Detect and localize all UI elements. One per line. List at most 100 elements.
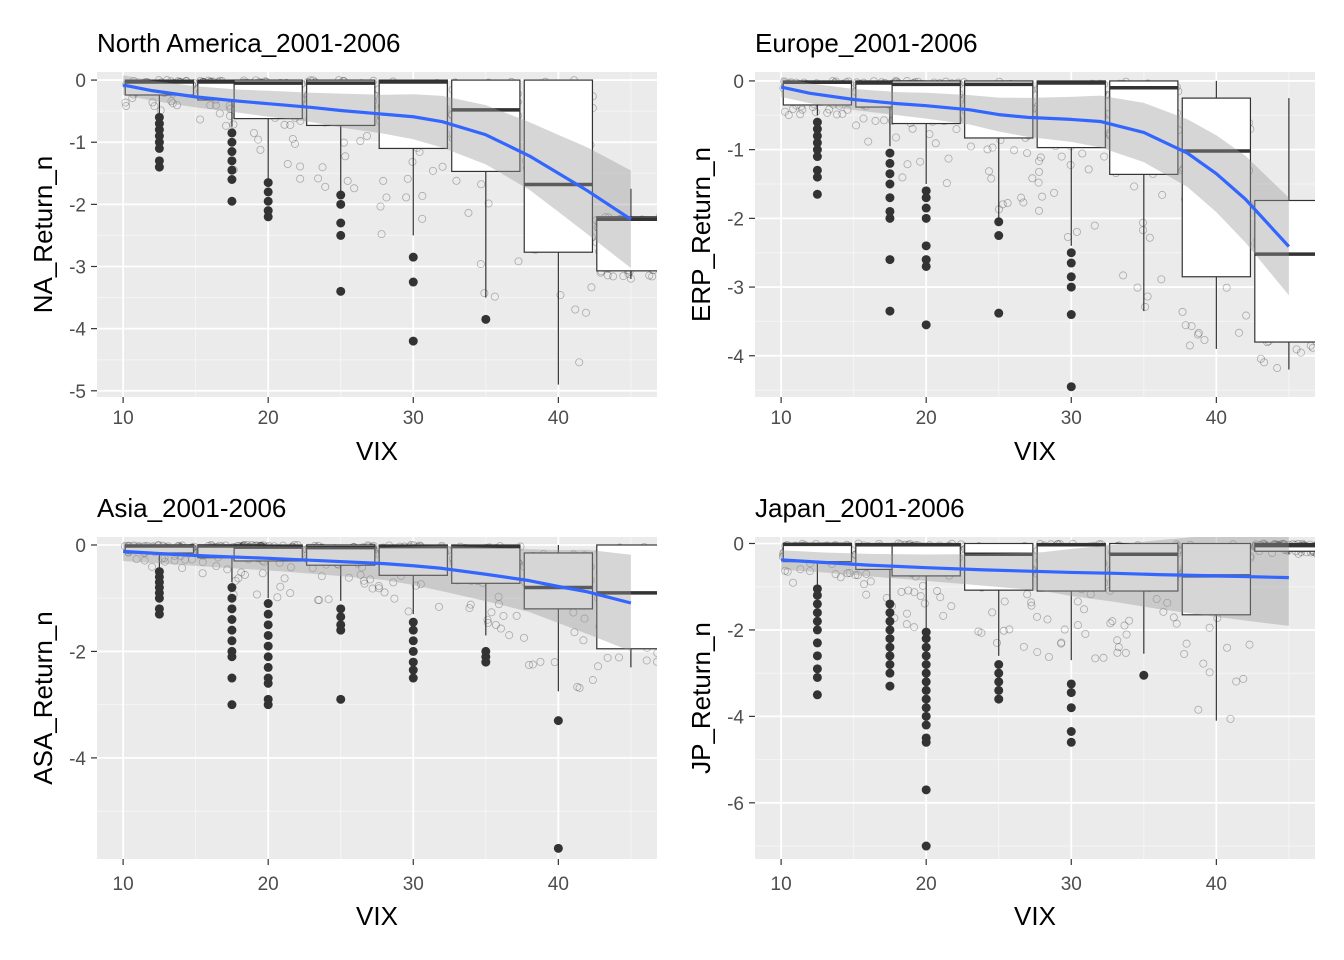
scatter-point <box>1138 218 1147 227</box>
scatter-point <box>1226 714 1235 723</box>
y-tick-label: -4 <box>727 707 744 728</box>
scatter-point <box>1139 226 1148 235</box>
scatter-point <box>838 109 847 118</box>
box <box>1036 542 1106 592</box>
scatter-point <box>1180 649 1189 658</box>
scatter-point <box>1027 601 1036 610</box>
outlier-point <box>812 124 822 134</box>
panel-3: 10 20 30 40 0 -2 -4 Asia_2001-2006 VIX ASA_Return… <box>28 493 669 931</box>
outlier-point <box>812 138 822 148</box>
outlier-point <box>227 128 237 138</box>
scatter-point <box>1256 354 1265 363</box>
scatter-point <box>1318 274 1325 281</box>
scatter-point <box>658 597 665 604</box>
outlier-point <box>408 252 418 262</box>
outlier-point <box>408 277 418 287</box>
outlier-point <box>921 186 931 196</box>
boxplot-1 <box>782 80 853 199</box>
scatter-point <box>999 626 1008 635</box>
y-tick-label: 0 <box>75 71 86 92</box>
scatter-point <box>1145 233 1154 242</box>
scatter-point <box>933 587 942 596</box>
scatter-point <box>1028 174 1037 183</box>
outlier-point <box>885 642 895 652</box>
scatter-point <box>505 631 514 640</box>
box <box>378 544 448 576</box>
scatter-point <box>851 571 860 580</box>
outlier-point <box>885 634 895 644</box>
scatter-point <box>280 574 289 583</box>
scatter-point <box>465 604 474 613</box>
scatter-point <box>1033 648 1042 657</box>
scatter-point <box>1108 617 1117 626</box>
outlier-point <box>994 685 1004 695</box>
scatter-point <box>1200 335 1209 344</box>
scatter-point <box>318 163 327 172</box>
outlier-point <box>263 630 273 640</box>
box <box>233 79 303 120</box>
box <box>306 79 376 127</box>
x-tick-label: 40 <box>1206 408 1227 429</box>
scatter-point <box>661 273 668 280</box>
outlier-point <box>1139 670 1149 680</box>
outlier-point <box>1066 737 1076 747</box>
y-tick-label: -2 <box>69 642 86 663</box>
outlier-point <box>263 187 273 197</box>
y-axis-title: ERP_Return_n <box>686 147 716 322</box>
outlier-point <box>1066 248 1076 258</box>
scatter-point <box>280 120 289 129</box>
outlier-point <box>336 190 346 200</box>
outlier-point <box>812 616 822 626</box>
scatter-point <box>1185 341 1194 350</box>
scatter-point <box>536 657 545 666</box>
scatter-point <box>196 115 205 124</box>
scatter-point <box>662 566 669 573</box>
scatter-point <box>356 570 365 579</box>
outlier-point <box>1066 726 1076 736</box>
x-tick-label: 40 <box>548 874 569 895</box>
scatter-point <box>642 656 651 665</box>
outlier-point <box>812 651 822 661</box>
scatter-point <box>496 624 505 633</box>
x-tick-label: 10 <box>771 408 792 429</box>
scatter-point <box>273 593 282 602</box>
outlier-point <box>812 584 822 594</box>
outlier-point <box>994 668 1004 678</box>
plot-area <box>779 77 1325 392</box>
scatter-point <box>619 272 628 281</box>
outlier-point <box>263 609 273 619</box>
outlier-point <box>227 137 237 147</box>
scatter-point <box>1273 364 1282 373</box>
scatter-point <box>1158 190 1167 199</box>
scatter-point <box>452 176 461 185</box>
boxplot-1 <box>124 544 195 619</box>
x-tick-label: 20 <box>916 408 937 429</box>
outlier-point <box>921 785 931 795</box>
scatter-point <box>237 568 246 577</box>
x-tick-label: 10 <box>771 874 792 895</box>
box <box>1036 80 1106 149</box>
outlier-point <box>263 700 273 710</box>
outlier-point <box>263 212 273 222</box>
scatter-point <box>356 137 365 146</box>
scatter-point <box>811 108 820 117</box>
scatter-point <box>984 167 993 176</box>
scatter-point <box>1292 345 1301 354</box>
scatter-point <box>464 208 473 217</box>
y-tick-label: -4 <box>69 749 86 770</box>
outlier-point <box>1066 679 1076 689</box>
scatter-point <box>1223 643 1232 652</box>
scatter-point <box>276 582 285 591</box>
outlier-point <box>921 660 931 670</box>
outlier-point <box>885 148 895 158</box>
scatter-point <box>1084 165 1093 174</box>
scatter-point <box>662 663 669 670</box>
outlier-point <box>227 593 237 603</box>
scatter-point <box>416 580 425 589</box>
scatter-point <box>1036 153 1045 162</box>
scatter-point <box>656 577 657 581</box>
box <box>124 79 195 96</box>
scatter-point <box>1010 146 1019 155</box>
outlier-point <box>921 668 931 678</box>
scatter-point <box>525 660 534 669</box>
